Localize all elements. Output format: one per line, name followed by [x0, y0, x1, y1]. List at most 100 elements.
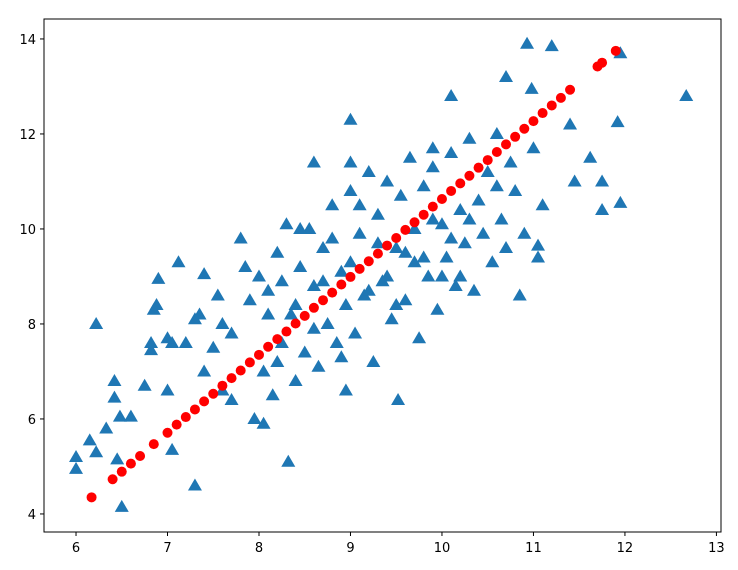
triangle-point — [82, 433, 97, 446]
triangle-point — [361, 283, 376, 296]
y-tick-label: 4 — [28, 508, 36, 523]
triangle-point — [430, 302, 445, 315]
circle-point — [501, 139, 512, 150]
triangle-point — [457, 236, 472, 249]
circle-point — [281, 326, 292, 337]
triangle-point — [325, 198, 340, 211]
triangle-point — [215, 316, 230, 329]
y-tick-label: 10 — [19, 223, 36, 238]
triangle-point — [524, 81, 539, 94]
triangle-point — [187, 478, 202, 491]
triangle-point — [274, 335, 289, 348]
circle-point — [318, 295, 329, 306]
triangle-point — [517, 226, 532, 239]
circle-point — [125, 458, 136, 469]
triangle-point — [416, 250, 431, 263]
triangle-point — [325, 231, 340, 244]
triangle-point — [370, 207, 385, 220]
triangle-point — [206, 340, 221, 353]
triangle-point — [151, 271, 166, 284]
triangle-point — [444, 88, 459, 101]
circle-point — [148, 439, 159, 450]
triangle-point — [247, 411, 262, 424]
triangle-point — [334, 264, 349, 277]
triangle-point — [238, 259, 253, 272]
triangle-point — [583, 150, 598, 163]
circle-point — [226, 373, 237, 384]
triangle-point — [281, 454, 296, 467]
triangle-point — [370, 236, 385, 249]
circle-point — [363, 256, 374, 267]
triangle-point — [412, 331, 427, 344]
circle-point — [436, 194, 447, 205]
triangle-point — [297, 345, 312, 358]
triangle-point — [224, 392, 239, 405]
triangle-point — [471, 193, 486, 206]
triangle-point — [425, 160, 440, 173]
triangle-point — [311, 359, 326, 372]
circle-point — [116, 466, 127, 477]
triangle-point — [197, 267, 212, 280]
triangle-point — [393, 188, 408, 201]
triangle-point — [480, 164, 495, 177]
triangle-point — [69, 449, 84, 462]
triangle-point — [439, 250, 454, 263]
circle-point — [409, 217, 420, 228]
triangle-point — [329, 335, 344, 348]
triangle-point — [489, 179, 504, 192]
triangle-point — [279, 217, 294, 230]
triangle-point — [302, 221, 317, 234]
triangle-point — [320, 316, 335, 329]
triangle-point — [448, 278, 463, 291]
triangle-point — [526, 141, 541, 154]
triangle-point — [389, 240, 404, 253]
triangle-point — [306, 155, 321, 168]
triangle-point — [123, 409, 138, 422]
triangle-point — [462, 131, 477, 144]
triangle-point — [679, 88, 694, 101]
x-tick-label: 9 — [346, 541, 354, 556]
triangle-point — [466, 283, 481, 296]
triangle-point — [425, 141, 440, 154]
triangle-point — [453, 269, 468, 282]
circle-point — [427, 201, 438, 212]
circle-point — [391, 232, 402, 243]
triangle-point — [544, 39, 559, 52]
triangle-point — [407, 221, 422, 234]
triangle-point — [531, 238, 546, 251]
triangle-point — [99, 421, 114, 434]
circle-point — [565, 84, 576, 95]
triangle-point — [343, 255, 358, 268]
triangle-point — [434, 269, 449, 282]
triangle-point — [210, 288, 225, 301]
circle-point — [482, 155, 493, 166]
triangle-point — [389, 297, 404, 310]
x-tick-label: 8 — [255, 541, 263, 556]
circle-point — [135, 451, 146, 461]
triangle-point — [595, 174, 610, 187]
triangle-point — [352, 226, 367, 239]
circle-point — [180, 412, 191, 423]
triangle-point — [270, 245, 285, 258]
circle-point — [308, 302, 319, 313]
triangle-point — [293, 221, 308, 234]
x-tick-label: 11 — [525, 541, 542, 556]
triangle-point — [261, 307, 276, 320]
triangle-point — [421, 269, 436, 282]
triangle-point — [338, 383, 353, 396]
circle-point — [537, 108, 548, 119]
triangle-point — [288, 373, 303, 386]
triangle-point — [233, 231, 248, 244]
circle-point — [345, 271, 356, 282]
circle-point — [217, 380, 228, 391]
circle-point — [464, 170, 475, 181]
triangle-point — [366, 354, 381, 367]
triangle-point — [178, 335, 193, 348]
triangle-point — [197, 364, 212, 377]
triangle-point — [144, 335, 159, 348]
triangle-point — [110, 452, 125, 465]
triangle-point — [306, 321, 321, 334]
triangle-point — [288, 297, 303, 310]
triangle-point — [494, 212, 509, 225]
